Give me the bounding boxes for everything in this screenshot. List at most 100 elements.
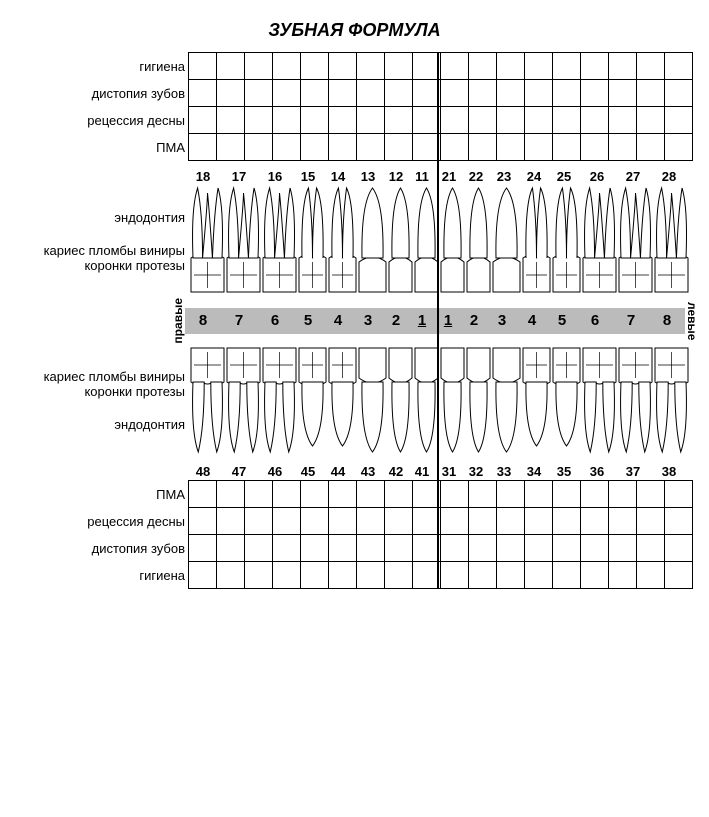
grid-cell[interactable] bbox=[664, 52, 693, 80]
grid-cell[interactable] bbox=[272, 534, 301, 562]
grid-cell[interactable] bbox=[384, 79, 413, 107]
tooth[interactable] bbox=[583, 348, 616, 452]
grid-cell[interactable] bbox=[328, 534, 357, 562]
grid-cell[interactable] bbox=[580, 561, 609, 589]
grid-cell[interactable] bbox=[524, 561, 553, 589]
grid-cell[interactable] bbox=[580, 534, 609, 562]
grid-cell[interactable] bbox=[384, 106, 413, 134]
grid-cell[interactable] bbox=[524, 52, 553, 80]
grid-cell[interactable] bbox=[524, 79, 553, 107]
grid-cell[interactable] bbox=[664, 507, 693, 535]
grid-cell[interactable] bbox=[636, 534, 665, 562]
grid-cell[interactable] bbox=[356, 79, 385, 107]
grid-cell[interactable] bbox=[664, 133, 693, 161]
grid-cell[interactable] bbox=[272, 561, 301, 589]
tooth[interactable] bbox=[655, 188, 688, 292]
grid-cell[interactable] bbox=[328, 52, 357, 80]
grid-cell[interactable] bbox=[216, 561, 245, 589]
grid-cell[interactable] bbox=[272, 507, 301, 535]
grid-cell[interactable] bbox=[468, 52, 497, 80]
grid-cell[interactable] bbox=[188, 507, 217, 535]
grid-cell[interactable] bbox=[552, 561, 581, 589]
grid-cell[interactable] bbox=[468, 133, 497, 161]
grid-cell[interactable] bbox=[580, 106, 609, 134]
grid-cell[interactable] bbox=[300, 79, 329, 107]
tooth[interactable] bbox=[467, 348, 490, 452]
grid-cell[interactable] bbox=[244, 79, 273, 107]
tooth[interactable] bbox=[191, 348, 224, 452]
tooth[interactable] bbox=[441, 188, 464, 292]
grid-cell[interactable] bbox=[244, 507, 273, 535]
grid-cell[interactable] bbox=[188, 480, 217, 508]
tooth[interactable] bbox=[359, 348, 386, 452]
tooth[interactable] bbox=[299, 348, 326, 446]
grid-cell[interactable] bbox=[356, 133, 385, 161]
grid-cell[interactable] bbox=[636, 52, 665, 80]
tooth[interactable] bbox=[493, 188, 520, 292]
grid-cell[interactable] bbox=[328, 133, 357, 161]
tooth[interactable] bbox=[553, 348, 580, 446]
tooth[interactable] bbox=[227, 188, 260, 292]
grid-cell[interactable] bbox=[468, 534, 497, 562]
grid-cell[interactable] bbox=[272, 52, 301, 80]
grid-cell[interactable] bbox=[468, 507, 497, 535]
grid-cell[interactable] bbox=[272, 480, 301, 508]
grid-cell[interactable] bbox=[524, 480, 553, 508]
grid-cell[interactable] bbox=[272, 106, 301, 134]
grid-cell[interactable] bbox=[664, 480, 693, 508]
grid-cell[interactable] bbox=[636, 106, 665, 134]
grid-cell[interactable] bbox=[552, 52, 581, 80]
grid-cell[interactable] bbox=[356, 480, 385, 508]
grid-cell[interactable] bbox=[468, 480, 497, 508]
grid-cell[interactable] bbox=[356, 561, 385, 589]
grid-cell[interactable] bbox=[244, 133, 273, 161]
grid-cell[interactable] bbox=[216, 133, 245, 161]
grid-cell[interactable] bbox=[188, 534, 217, 562]
grid-cell[interactable] bbox=[188, 133, 217, 161]
grid-cell[interactable] bbox=[496, 79, 525, 107]
tooth[interactable] bbox=[299, 188, 326, 292]
grid-cell[interactable] bbox=[356, 52, 385, 80]
grid-cell[interactable] bbox=[272, 133, 301, 161]
grid-cell[interactable] bbox=[524, 534, 553, 562]
grid-cell[interactable] bbox=[440, 480, 469, 508]
grid-cell[interactable] bbox=[384, 52, 413, 80]
grid-cell[interactable] bbox=[608, 79, 637, 107]
grid-cell[interactable] bbox=[580, 79, 609, 107]
grid-cell[interactable] bbox=[440, 106, 469, 134]
grid-cell[interactable] bbox=[580, 52, 609, 80]
grid-cell[interactable] bbox=[468, 106, 497, 134]
grid-cell[interactable] bbox=[300, 534, 329, 562]
grid-cell[interactable] bbox=[524, 106, 553, 134]
grid-cell[interactable] bbox=[552, 106, 581, 134]
grid-cell[interactable] bbox=[636, 561, 665, 589]
tooth[interactable] bbox=[619, 188, 652, 292]
grid-cell[interactable] bbox=[188, 106, 217, 134]
grid-cell[interactable] bbox=[496, 534, 525, 562]
tooth[interactable] bbox=[523, 188, 550, 292]
tooth[interactable] bbox=[359, 188, 386, 292]
grid-cell[interactable] bbox=[300, 52, 329, 80]
tooth[interactable] bbox=[415, 188, 438, 292]
tooth[interactable] bbox=[191, 188, 224, 292]
tooth[interactable] bbox=[227, 348, 260, 452]
grid-cell[interactable] bbox=[636, 133, 665, 161]
grid-cell[interactable] bbox=[384, 534, 413, 562]
grid-cell[interactable] bbox=[468, 79, 497, 107]
grid-cell[interactable] bbox=[244, 106, 273, 134]
grid-cell[interactable] bbox=[440, 507, 469, 535]
grid-cell[interactable] bbox=[216, 534, 245, 562]
grid-cell[interactable] bbox=[216, 79, 245, 107]
grid-cell[interactable] bbox=[356, 507, 385, 535]
grid-cell[interactable] bbox=[216, 507, 245, 535]
grid-cell[interactable] bbox=[552, 79, 581, 107]
grid-cell[interactable] bbox=[468, 561, 497, 589]
grid-cell[interactable] bbox=[496, 480, 525, 508]
grid-cell[interactable] bbox=[244, 534, 273, 562]
grid-cell[interactable] bbox=[664, 534, 693, 562]
grid-cell[interactable] bbox=[328, 480, 357, 508]
tooth[interactable] bbox=[523, 348, 550, 446]
grid-cell[interactable] bbox=[244, 52, 273, 80]
grid-cell[interactable] bbox=[608, 133, 637, 161]
grid-cell[interactable] bbox=[244, 561, 273, 589]
